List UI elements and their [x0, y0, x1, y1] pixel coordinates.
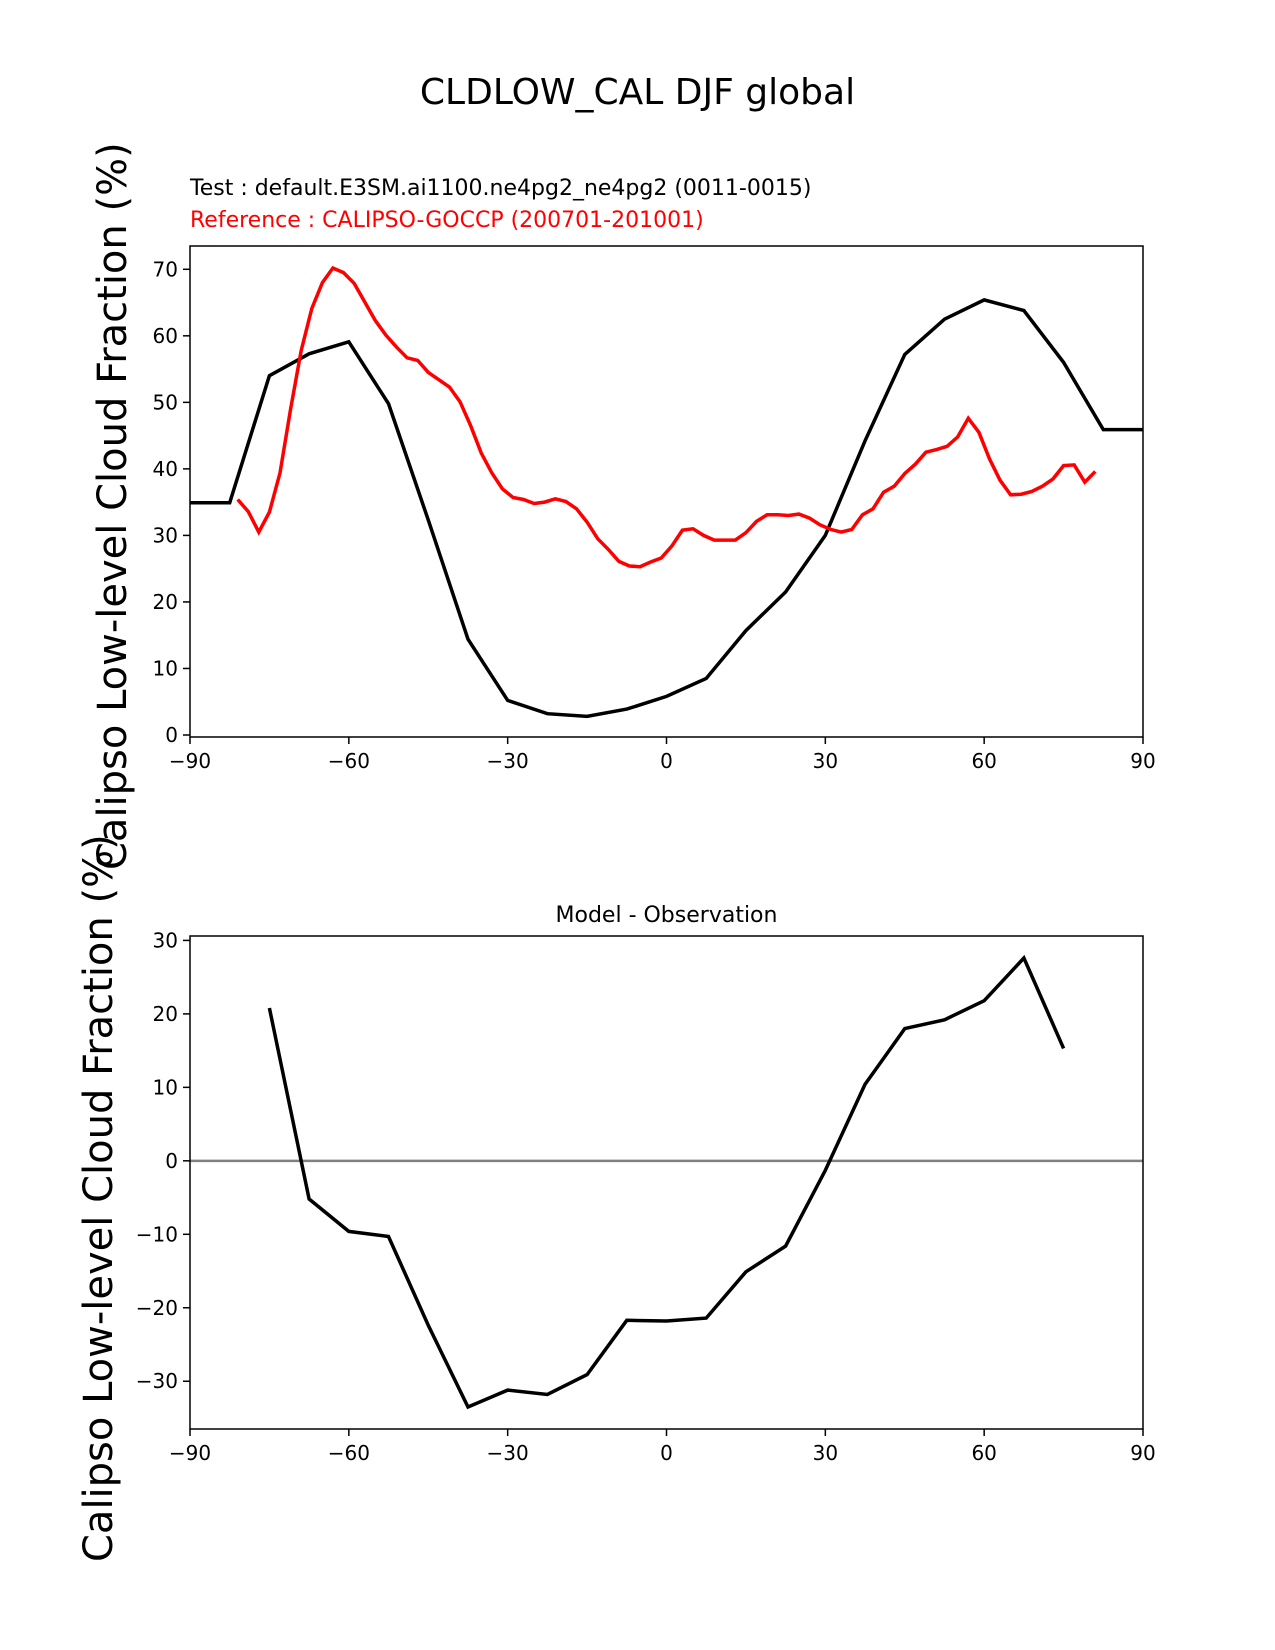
y-tick: 0 [165, 1149, 190, 1173]
difference-series-line [267, 954, 1066, 1410]
y-tick: −20 [136, 1296, 190, 1320]
x-tick: −90 [169, 737, 211, 773]
x-tick-label: 0 [660, 1441, 673, 1465]
y-tick: −10 [136, 1222, 190, 1246]
x-tick: −30 [487, 737, 529, 773]
bottom-chart: −90 −60 −30 0 30 60 90 −30 −20 −10 0 10 20 30 [136, 928, 1156, 1465]
y-tick: 70 [153, 257, 190, 281]
y-tick-label: 60 [153, 324, 178, 348]
diff-chart-title: Model - Observation [555, 903, 778, 928]
y-tick-label: 50 [153, 390, 178, 414]
x-tick: 90 [1130, 737, 1156, 773]
y-tick: 50 [153, 390, 190, 414]
x-tick-label: −90 [169, 1441, 211, 1465]
plot-frame [189, 245, 1144, 738]
x-tick: 0 [660, 737, 673, 773]
test-series-line [190, 298, 1143, 719]
plot-frame [189, 935, 1144, 1430]
y-tick: 60 [153, 324, 190, 348]
x-tick-label: 60 [971, 749, 996, 773]
y-tick: 10 [153, 1075, 190, 1099]
y-tick: 20 [153, 1002, 190, 1026]
reference-label: Reference : CALIPSO-GOCCP (200701-201001… [190, 208, 704, 233]
x-tick: 60 [971, 1429, 997, 1465]
y-tick: 30 [153, 523, 190, 547]
y-tick-label: −30 [136, 1369, 178, 1393]
test-label: Test : default.E3SM.ai1100.ne4pg2_ne4pg2… [190, 176, 812, 201]
y-tick: 0 [165, 723, 190, 747]
y-tick-label: 20 [153, 590, 178, 614]
x-tick: −30 [487, 1429, 529, 1465]
x-tick-label: −60 [328, 1441, 370, 1465]
y-tick-label: 30 [153, 523, 178, 547]
y-tick: 20 [153, 590, 190, 614]
x-tick: −90 [169, 1429, 211, 1465]
x-tick-label: 90 [1130, 749, 1155, 773]
y-tick-label: 70 [153, 257, 178, 281]
y-tick-label: −20 [136, 1296, 178, 1320]
x-tick-label: −90 [169, 749, 211, 773]
y-tick-label: 10 [153, 1075, 178, 1099]
y-tick-label: 10 [153, 656, 178, 680]
x-tick: 0 [660, 1429, 673, 1465]
x-tick: 30 [813, 737, 838, 773]
y-tick-label: 40 [153, 457, 178, 481]
y-tick-label: −10 [136, 1222, 178, 1246]
y-tick-label: 0 [165, 723, 178, 747]
x-tick-label: −30 [487, 749, 529, 773]
x-tick: −60 [328, 1429, 370, 1465]
x-tick-label: −30 [487, 1441, 529, 1465]
x-tick: −60 [328, 737, 370, 773]
x-tick-label: 90 [1130, 1441, 1155, 1465]
x-tick-label: −60 [328, 749, 370, 773]
y-tick: −30 [136, 1369, 190, 1393]
reference-series-line [236, 265, 1097, 569]
y-tick: 10 [153, 656, 190, 680]
y-tick: 30 [153, 928, 190, 952]
y-tick: 40 [153, 457, 190, 481]
x-tick: 30 [813, 1429, 838, 1465]
x-tick: 90 [1130, 1429, 1156, 1465]
y-tick-label: 30 [153, 928, 178, 952]
page-title: CLDLOW_CAL DJF global [419, 72, 856, 113]
y-tick-label: 20 [153, 1002, 178, 1026]
x-tick-label: 60 [971, 1441, 996, 1465]
x-tick: 60 [971, 737, 997, 773]
top-chart: −90 −60 −30 0 30 60 90 0 10 20 30 40 50 60 70 [153, 245, 1156, 773]
x-tick-label: 30 [813, 749, 838, 773]
x-tick-label: 0 [660, 749, 673, 773]
y-tick-label: 0 [165, 1149, 178, 1173]
x-tick-label: 30 [813, 1441, 838, 1465]
